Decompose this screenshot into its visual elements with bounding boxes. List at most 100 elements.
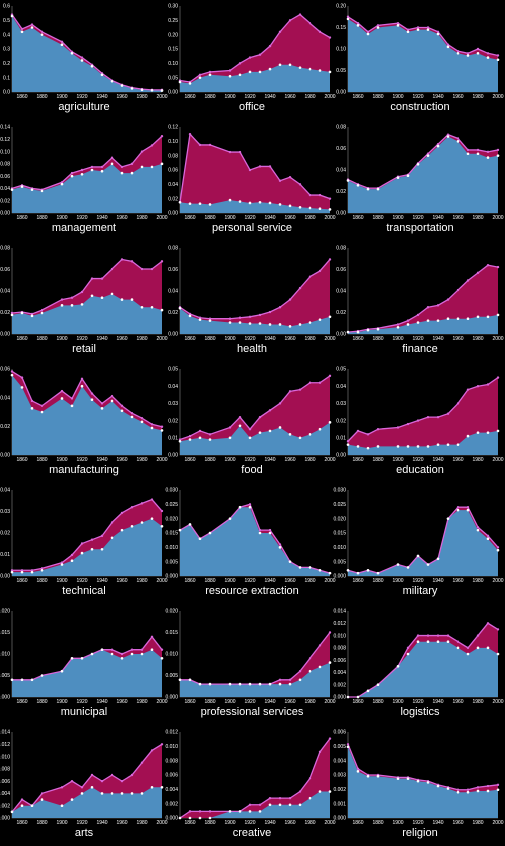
men-point: [268, 531, 272, 535]
x-tick-label: 1940: [432, 215, 443, 221]
x-tick-label: 1900: [224, 336, 235, 342]
total-point: [318, 381, 322, 384]
y-tick-label: 0.02: [0, 310, 10, 316]
men-point: [248, 201, 252, 205]
men-point: [476, 528, 480, 532]
x-tick-label: 1880: [372, 336, 383, 342]
y-tick-label: 0.02: [0, 424, 10, 430]
total-point: [60, 561, 64, 564]
men-point: [436, 144, 440, 148]
men-point: [406, 323, 410, 326]
total-point: [100, 534, 104, 538]
men-point: [80, 173, 84, 176]
men-point: [466, 317, 470, 321]
x-tick-label: 1920: [412, 820, 423, 826]
total-point: [160, 135, 164, 138]
men-point: [308, 796, 312, 800]
men-point: [288, 682, 292, 686]
men-point: [110, 792, 114, 795]
men-point: [10, 313, 14, 317]
y-tick-label: 0.012: [0, 742, 10, 748]
men-point: [278, 426, 282, 429]
x-tick-label: 1880: [204, 336, 215, 342]
area-men: [348, 430, 498, 455]
men-point: [120, 84, 124, 87]
total-point: [120, 404, 124, 408]
men-point: [476, 646, 480, 650]
men-point: [446, 787, 450, 790]
men-point: [416, 162, 420, 166]
total-point: [80, 56, 84, 59]
panel-title: arts: [74, 827, 94, 839]
total-point: [476, 385, 480, 388]
men-point: [208, 682, 212, 686]
y-tick-label: 0.014: [0, 730, 10, 736]
men-point: [436, 784, 440, 788]
y-tick-label: 0.05: [336, 68, 346, 74]
men-point: [406, 566, 410, 569]
total-point: [496, 783, 500, 787]
total-point: [466, 388, 470, 391]
total-point: [258, 528, 262, 532]
total-point: [456, 49, 460, 53]
x-tick-label: 1980: [136, 336, 147, 342]
total-point: [318, 750, 322, 754]
men-point: [426, 154, 430, 157]
total-point: [416, 634, 420, 637]
total-point: [150, 635, 154, 638]
y-tick-label: 0.002: [333, 787, 346, 793]
y-tick-label: 0.06: [336, 267, 346, 273]
total-point: [426, 152, 430, 155]
men-point: [446, 45, 450, 49]
total-point: [446, 634, 450, 637]
x-tick-label: 1860: [16, 820, 27, 826]
x-tick-label: 1940: [432, 336, 443, 342]
men-point: [140, 88, 144, 92]
x-tick-label: 1860: [184, 578, 195, 584]
men-point: [456, 443, 460, 446]
men-point: [456, 790, 460, 794]
men-point: [90, 398, 94, 402]
x-tick-label: 1860: [352, 215, 363, 221]
total-point: [238, 150, 242, 154]
total-point: [288, 796, 292, 800]
men-point: [150, 165, 154, 169]
men-point: [178, 816, 182, 820]
panel-manufacturing: 0.00 0.02 0.04 0.06 1860 1880 1900 1920 1940 1960…: [0, 363, 168, 483]
men-point: [318, 207, 322, 210]
total-point: [288, 298, 292, 301]
y-tick-label: 0.005: [165, 673, 178, 679]
total-point: [140, 648, 144, 651]
men-point: [188, 816, 192, 820]
men-point: [120, 171, 124, 175]
men-point: [110, 79, 114, 83]
men-point: [466, 508, 470, 512]
panel-title: military: [402, 585, 438, 597]
total-point: [278, 179, 282, 182]
x-tick-label: 1960: [452, 94, 463, 100]
men-point: [80, 657, 84, 660]
total-point: [406, 422, 410, 426]
y-tick-label: 0.20: [336, 4, 346, 10]
panel-food: 0.00 0.01 0.02 0.03 0.04 0.05 1860 1880 1900 1920…: [168, 363, 336, 483]
men-point: [150, 305, 154, 309]
total-point: [496, 628, 500, 631]
x-tick-label: 1940: [432, 457, 443, 463]
men-point: [178, 80, 182, 84]
total-point: [140, 150, 144, 153]
total-point: [248, 168, 252, 172]
y-tick-label: 0.06: [168, 267, 178, 273]
men-point: [436, 32, 440, 36]
x-tick-label: 2000: [324, 457, 335, 463]
x-tick-label: 1900: [392, 699, 403, 705]
men-point: [90, 652, 94, 656]
x-tick-label: 1860: [16, 578, 27, 584]
area-men: [180, 64, 330, 92]
total-point: [366, 433, 370, 436]
total-point: [298, 670, 302, 673]
y-tick-label: 0.010: [0, 754, 10, 760]
total-point: [238, 316, 242, 319]
total-point: [476, 148, 480, 152]
men-point: [178, 528, 182, 532]
